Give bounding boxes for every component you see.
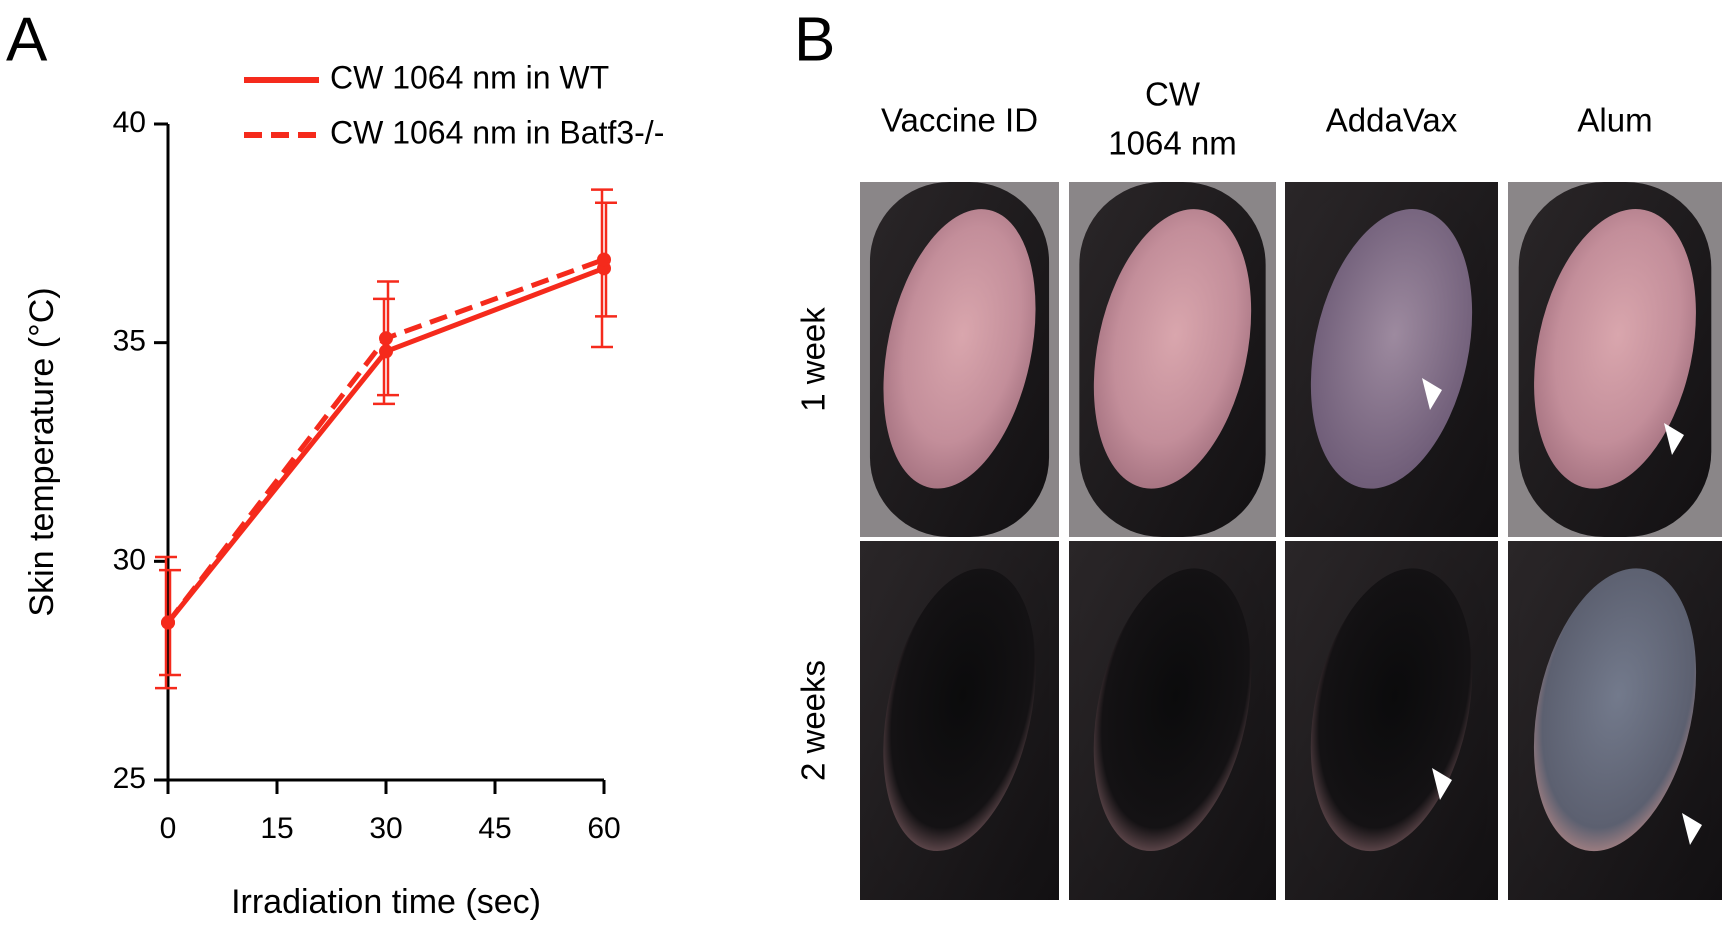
arrowhead xyxy=(1682,813,1702,845)
arrowhead xyxy=(1432,768,1452,800)
y-tick-label: 40 xyxy=(113,106,146,139)
x-tick-label: 60 xyxy=(587,812,620,845)
skin-area xyxy=(1093,568,1252,852)
y-tick-label: 35 xyxy=(113,325,146,358)
series-line xyxy=(166,257,605,625)
skin-area xyxy=(883,209,1036,489)
series-line xyxy=(166,265,605,625)
arrowhead xyxy=(1664,423,1684,455)
column-header: CW xyxy=(1145,76,1201,113)
skin-area xyxy=(1310,209,1473,489)
column-header: Alum xyxy=(1577,102,1652,139)
skin-area xyxy=(1093,209,1252,489)
row-label: 2 weeks xyxy=(795,660,832,781)
y-tick-label: 30 xyxy=(113,543,146,576)
photo-grid: Vaccine ID CW 1064 nm AddaVax Alum 1 week 2 we… xyxy=(795,76,1722,900)
x-tick-label: 45 xyxy=(478,812,511,845)
legend-label: CW 1064 nm in WT xyxy=(330,59,609,95)
y-axis-title: Skin temperature (°C) xyxy=(23,287,61,616)
column-header: AddaVax xyxy=(1326,102,1458,139)
point xyxy=(161,615,175,630)
x-axis-title: Irradiation time (sec) xyxy=(231,883,541,921)
x-tick-label: 30 xyxy=(369,812,402,845)
y-tick-label: 25 xyxy=(113,762,146,795)
panel-label: A xyxy=(6,5,48,74)
arrowhead xyxy=(1422,378,1442,410)
line-chart: 25 30 35 40 0 15 30 45 60 Irradiation time (sec) S… xyxy=(23,59,664,921)
x-tick-label: 15 xyxy=(260,812,293,845)
row-label: 1 week xyxy=(795,307,832,412)
column-header: Vaccine ID xyxy=(881,102,1038,139)
skin-area xyxy=(883,568,1036,851)
panel-label: B xyxy=(794,5,835,74)
point xyxy=(379,331,393,346)
column-header: 1064 nm xyxy=(1108,125,1236,162)
skin-area xyxy=(1310,568,1473,852)
point xyxy=(379,344,393,359)
point xyxy=(597,252,611,267)
legend-label: CW 1064 nm in Batf3-/- xyxy=(330,114,664,150)
skin-area xyxy=(1534,209,1696,489)
x-tick-label: 0 xyxy=(160,812,177,845)
skin-area xyxy=(1533,568,1697,852)
